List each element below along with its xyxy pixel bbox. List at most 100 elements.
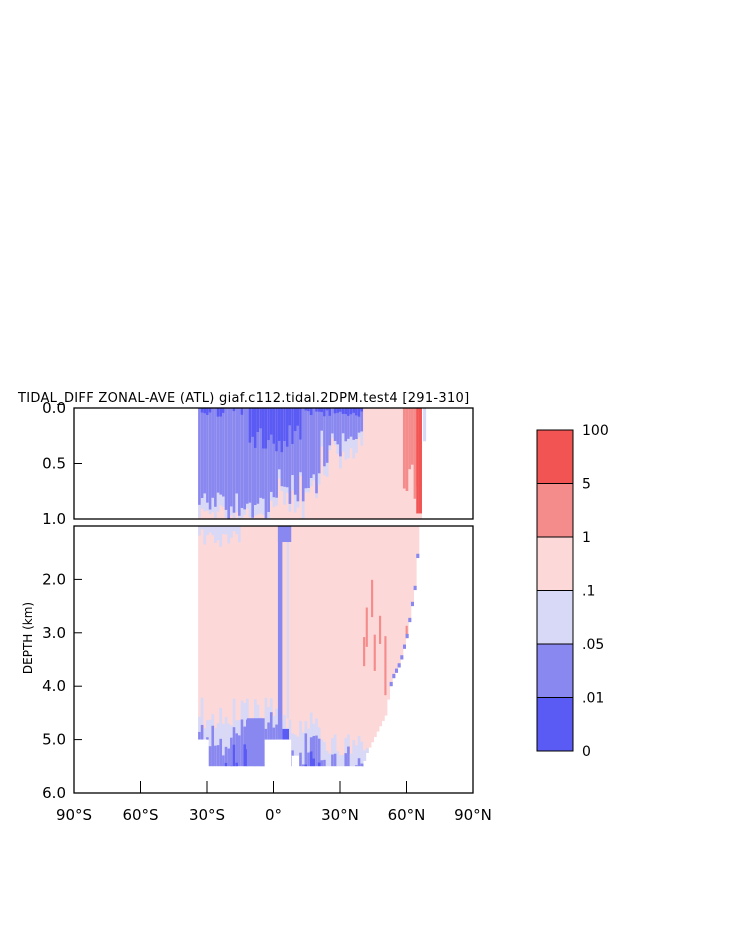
field-cell bbox=[206, 526, 210, 740]
field-cell bbox=[259, 408, 263, 429]
y-tick-label: 1.0 bbox=[42, 510, 66, 528]
field-cell bbox=[224, 716, 228, 767]
colorbar-swatch bbox=[536, 697, 574, 752]
field-cell bbox=[309, 526, 313, 767]
field-cell bbox=[339, 408, 343, 412]
field-cell bbox=[373, 634, 376, 671]
field-cell bbox=[267, 722, 271, 744]
field-cell bbox=[200, 724, 204, 740]
field-cell bbox=[248, 408, 252, 443]
field-cell bbox=[352, 408, 356, 413]
field-cell bbox=[307, 728, 311, 767]
field-cell bbox=[283, 526, 287, 767]
field-cell bbox=[333, 408, 337, 519]
field-cell bbox=[299, 720, 303, 767]
field-cell bbox=[376, 526, 380, 732]
field-cell bbox=[301, 764, 305, 767]
field-cell bbox=[347, 408, 351, 416]
field-cell bbox=[291, 408, 295, 445]
field-cell bbox=[203, 526, 207, 545]
field-cell bbox=[307, 408, 311, 412]
field-cell bbox=[264, 408, 268, 449]
field-cell bbox=[253, 408, 258, 506]
field-cell bbox=[283, 408, 287, 487]
field-cell bbox=[301, 526, 305, 767]
field-cell bbox=[416, 526, 420, 559]
field-cell bbox=[232, 526, 236, 767]
field-cell bbox=[357, 408, 361, 417]
field-cell bbox=[333, 408, 337, 414]
field-cell bbox=[264, 728, 268, 744]
field-cell bbox=[291, 750, 295, 756]
field-cell bbox=[224, 762, 228, 767]
field-cell bbox=[243, 408, 247, 510]
field-cell bbox=[381, 526, 385, 721]
field-cell bbox=[315, 735, 319, 767]
field-cell bbox=[272, 408, 276, 444]
field-cell bbox=[408, 526, 412, 623]
field-cell bbox=[240, 526, 244, 767]
field-cell bbox=[344, 737, 348, 767]
field-cell bbox=[357, 758, 361, 767]
field-cell bbox=[219, 408, 223, 495]
field-cell bbox=[293, 408, 297, 495]
field-cell bbox=[349, 753, 353, 767]
field-cell bbox=[259, 408, 263, 498]
field-cell bbox=[352, 408, 356, 519]
field-cell bbox=[227, 723, 231, 767]
field-cell bbox=[243, 526, 247, 767]
field-cell bbox=[214, 745, 218, 767]
field-cell bbox=[198, 408, 202, 505]
field-cell bbox=[198, 526, 202, 740]
field-cell bbox=[293, 734, 297, 756]
field-cell bbox=[341, 526, 345, 767]
field-cell bbox=[336, 526, 340, 767]
field-cell bbox=[291, 526, 295, 756]
field-cell bbox=[227, 408, 231, 519]
field-cell bbox=[394, 668, 399, 673]
field-cell bbox=[402, 526, 407, 649]
field-cell bbox=[320, 408, 324, 431]
field-cell bbox=[416, 408, 420, 514]
colorbar-swatch bbox=[536, 643, 574, 698]
field-cell bbox=[320, 408, 324, 519]
field-cell bbox=[410, 601, 414, 607]
x-tick-label: 30°N bbox=[321, 806, 359, 824]
field-cell bbox=[296, 736, 300, 756]
field-cell bbox=[325, 408, 329, 463]
y-tick-label: 2.0 bbox=[42, 570, 66, 588]
field-cell bbox=[272, 526, 276, 745]
bathymetry-gap bbox=[198, 739, 207, 793]
field-cell bbox=[216, 408, 220, 493]
field-cell bbox=[400, 408, 404, 519]
field-cell bbox=[408, 617, 412, 623]
field-cell bbox=[251, 408, 255, 437]
field-cell bbox=[216, 408, 220, 417]
field-cell bbox=[235, 762, 239, 767]
field-cell bbox=[349, 408, 353, 437]
field-cell bbox=[216, 723, 220, 767]
field-cell bbox=[341, 754, 345, 767]
field-cell bbox=[264, 408, 268, 519]
field-cell bbox=[238, 735, 242, 767]
field-cell bbox=[344, 408, 348, 442]
colorbar-swatch bbox=[536, 483, 574, 538]
field-cell bbox=[214, 526, 218, 767]
field-cell bbox=[333, 753, 337, 767]
field-cell bbox=[410, 408, 414, 465]
field-cell bbox=[312, 408, 316, 475]
field-cell bbox=[376, 408, 380, 519]
field-cell bbox=[373, 408, 377, 519]
field-cell bbox=[275, 526, 279, 741]
field-cell bbox=[336, 408, 340, 413]
field-cell bbox=[269, 526, 274, 741]
field-cell bbox=[365, 408, 369, 519]
field-cell bbox=[275, 708, 279, 741]
field-cell bbox=[307, 408, 311, 489]
field-cell bbox=[208, 526, 212, 767]
deep-patch bbox=[282, 728, 290, 740]
colorbar-swatch bbox=[536, 536, 574, 591]
field-cell bbox=[224, 746, 228, 767]
field-cell bbox=[296, 408, 300, 502]
field-cell bbox=[296, 408, 300, 426]
